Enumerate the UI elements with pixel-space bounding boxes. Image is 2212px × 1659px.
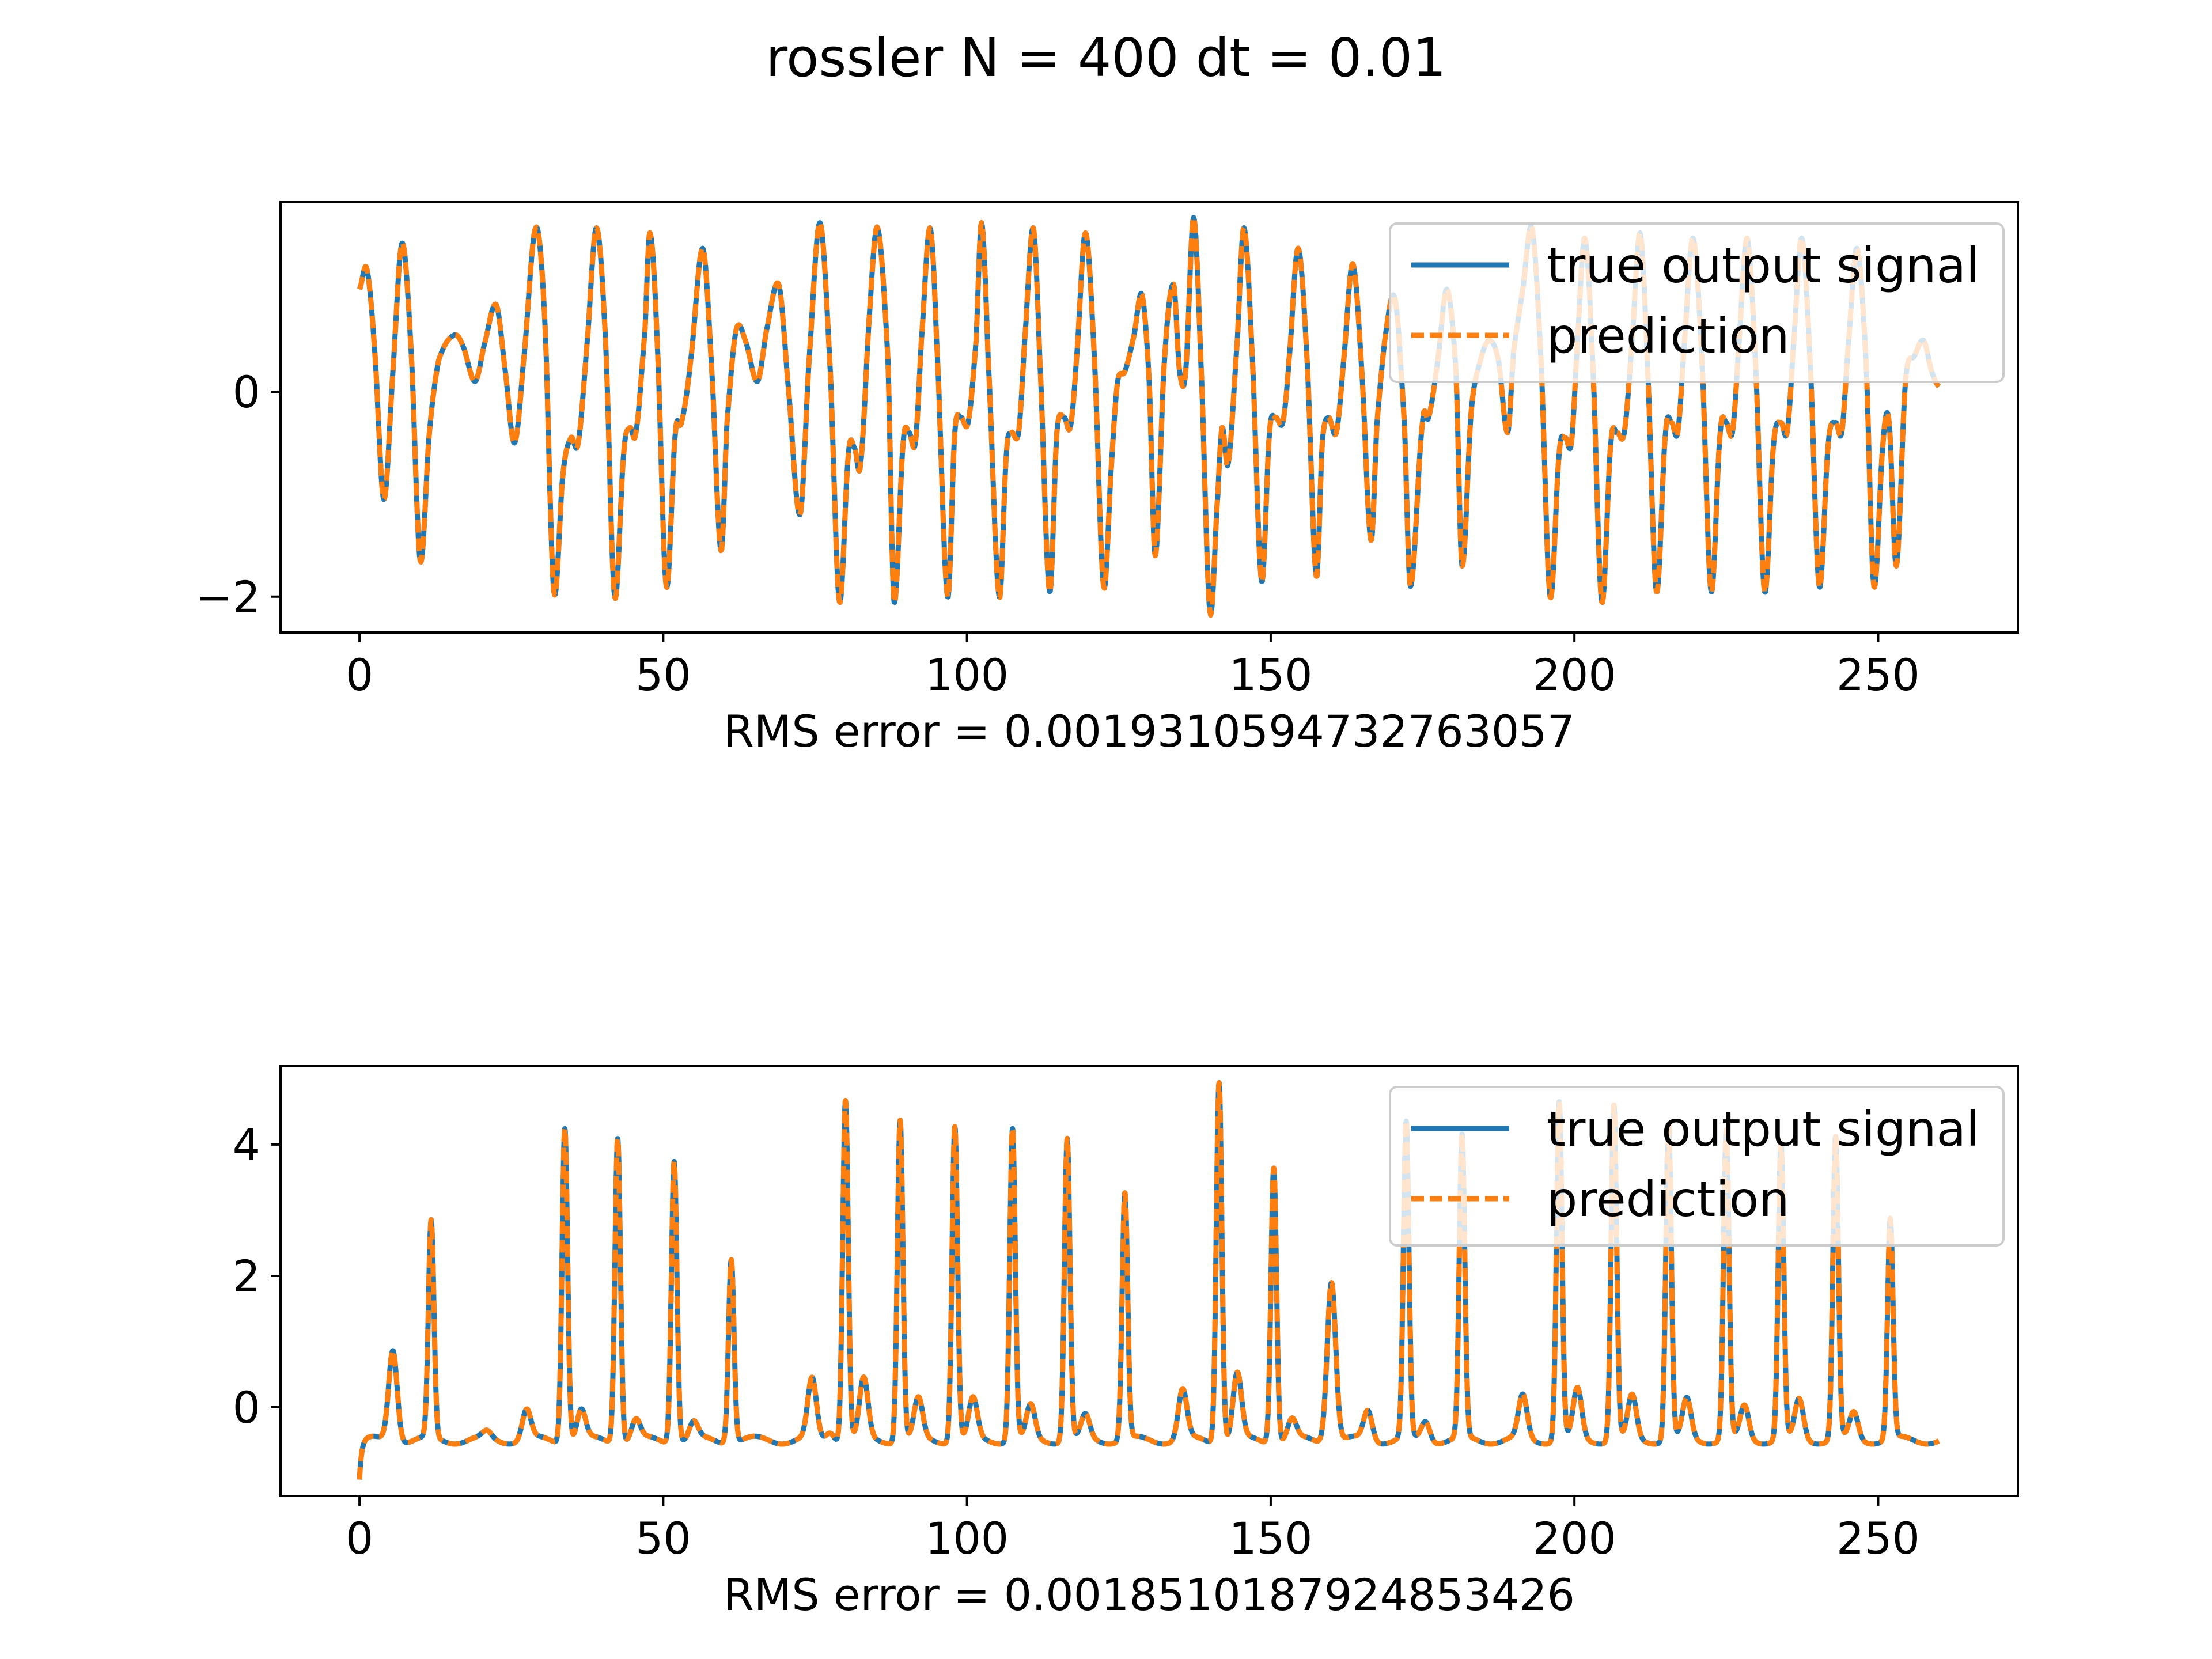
y-tick-label: 0 [233,366,260,418]
plot-area [357,215,1941,618]
x-tick-label: 200 [1533,1513,1616,1564]
figure-title: rossler N = 400 dt = 0.01 [766,27,1446,89]
x-tick-label: 50 [635,1513,691,1564]
x-axis-label: RMS error = 0.0019310594732763057 [724,706,1575,757]
legend-label: true output signal [1547,1101,1979,1157]
x-axis-label: RMS error = 0.0018510187924853426 [724,1569,1575,1620]
x-tick-label: 100 [925,649,1009,700]
y-tick-label: 2 [233,1251,260,1302]
legend-label: true output signal [1547,237,1979,294]
legend-box [1389,1086,2005,1247]
subplot-bottom: 0 50 100 150 200 250 0 2 4 RMS error = 0.00185101… [233,1065,2019,1620]
legend-label: prediction [1547,1171,1789,1228]
y-tick-label: −2 [196,571,260,623]
x-tick-label: 0 [346,1513,373,1564]
x-tick-label: 50 [635,649,691,700]
series-line-prediction [357,215,1941,618]
x-tick-label: 200 [1533,649,1616,700]
x-tick-label: 150 [1229,649,1312,700]
subplot-top: 0 50 100 150 200 250 −2 0 RMS error = 0.00193105… [196,201,2019,757]
legend: true output signal prediction [1389,1086,2005,1247]
x-tick-label: 150 [1229,1513,1312,1564]
x-tick-label: 250 [1836,1513,1920,1564]
series-line-prediction [357,1080,1941,1480]
legend: true output signal prediction [1389,222,2005,383]
x-tick-label: 250 [1836,649,1920,700]
axes-frame [279,1065,2019,1497]
x-tick-label: 100 [925,1513,1009,1564]
y-tick-label: 4 [233,1119,260,1171]
x-tick-label: 0 [346,649,373,700]
y-tick-label: 0 [233,1382,260,1433]
axes-frame [279,201,2019,634]
plot-area [357,1080,1941,1480]
legend-box [1389,222,2005,383]
legend-label: prediction [1547,308,1789,364]
